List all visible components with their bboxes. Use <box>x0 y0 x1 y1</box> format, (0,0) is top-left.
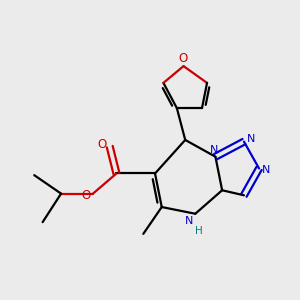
Text: N: N <box>185 216 194 226</box>
Text: N: N <box>262 165 271 175</box>
Text: O: O <box>178 52 188 65</box>
Text: H: H <box>195 226 203 236</box>
Text: O: O <box>81 189 90 202</box>
Text: O: O <box>98 139 107 152</box>
Text: N: N <box>210 145 218 155</box>
Text: N: N <box>247 134 256 144</box>
